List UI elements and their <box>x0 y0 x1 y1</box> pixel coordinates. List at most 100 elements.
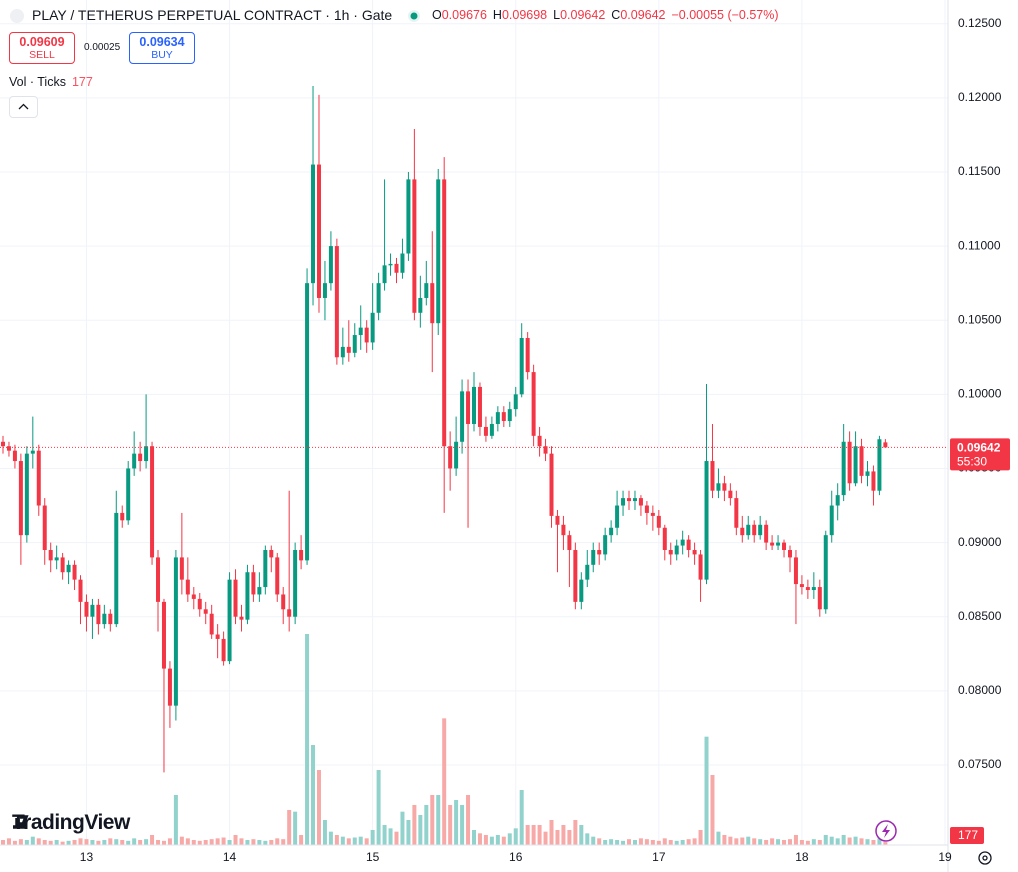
volume-bar <box>281 839 286 845</box>
volume-bar <box>126 840 131 845</box>
volume-bar <box>114 839 119 845</box>
candle-body <box>662 527 667 550</box>
candle-body <box>686 539 691 550</box>
candle-body <box>54 557 59 561</box>
candle-body <box>370 312 375 343</box>
candle-body <box>400 253 405 273</box>
candle-body <box>519 338 524 395</box>
volume-bar <box>466 795 471 845</box>
candle-body <box>728 490 733 499</box>
volume-bar <box>770 838 775 845</box>
volume-bar <box>358 836 363 845</box>
volume-bar <box>227 840 232 845</box>
volume-bar <box>656 840 661 845</box>
volume-bar <box>865 839 870 845</box>
candle-body <box>281 594 286 610</box>
candle-body <box>96 604 101 625</box>
alert-bolt <box>882 824 890 838</box>
volume-bar <box>573 820 578 845</box>
candle-body <box>66 564 71 573</box>
candle-body <box>245 572 250 620</box>
candle-body <box>412 179 417 313</box>
candle-body <box>817 587 822 610</box>
volume-bar <box>78 838 83 845</box>
collapse-button[interactable] <box>9 96 38 118</box>
y-tick-label: 0.10000 <box>958 387 1002 401</box>
candle-body <box>495 412 500 424</box>
candle-body <box>758 524 763 536</box>
volume-bar <box>179 836 184 845</box>
ohlc-value: 0.09698 <box>501 8 548 22</box>
candle-body <box>269 549 274 558</box>
candle-body <box>251 572 256 595</box>
volume-bar <box>561 825 566 845</box>
candle-body <box>627 498 632 502</box>
candle-body <box>36 450 41 506</box>
candle-body <box>770 542 775 546</box>
volume-bar <box>96 840 101 845</box>
volume-bar <box>710 775 715 845</box>
ohlc-key: H <box>492 8 502 22</box>
volume-bar <box>275 838 280 845</box>
candle-body <box>811 587 816 591</box>
volume-bar <box>18 839 23 845</box>
candle-body <box>126 468 131 521</box>
volume-bar <box>728 836 733 845</box>
volume-label: Vol · Ticks <box>9 75 66 89</box>
volume-bar <box>42 840 47 845</box>
volume-bar <box>835 838 840 845</box>
volume-bar <box>364 838 369 845</box>
volume-bar <box>615 840 620 845</box>
candle-body <box>764 524 769 543</box>
candle-body <box>865 471 870 476</box>
candle-body <box>650 512 655 516</box>
candle-body <box>316 164 321 298</box>
candle-body <box>18 461 23 536</box>
buy-price: 0.09634 <box>139 35 185 49</box>
candle-body <box>311 164 316 284</box>
volume-bar <box>251 839 256 845</box>
symbol-title: PLAY / TETHERUS PERPETUAL CONTRACT · 1h … <box>32 7 393 23</box>
volume-bar <box>507 833 512 845</box>
volume-bar <box>609 839 614 845</box>
ohlc-key: O <box>432 8 442 22</box>
volume-bar <box>585 833 590 845</box>
volume-bar <box>454 800 459 845</box>
candle-body <box>537 435 542 447</box>
volume-bar <box>650 840 655 845</box>
candle-body <box>263 549 268 588</box>
volume-bar <box>299 835 304 845</box>
volume-bar <box>638 838 643 845</box>
candle-body <box>597 549 602 555</box>
ohlc-key: L <box>553 8 561 22</box>
volume-bar <box>30 836 35 845</box>
candle-body <box>668 549 673 555</box>
volume-bar <box>436 795 441 845</box>
buy-button[interactable]: 0.09634 BUY <box>129 32 195 64</box>
candle-body <box>692 549 697 555</box>
candle-body <box>197 598 202 610</box>
sell-button[interactable]: 0.09609 SELL <box>9 32 75 64</box>
volume-bar <box>185 838 190 845</box>
candle-body <box>579 579 584 602</box>
candle-body <box>293 549 298 617</box>
candle-body <box>615 505 620 528</box>
settings-icon[interactable] <box>978 851 992 865</box>
candle-body <box>287 609 292 617</box>
candle-body <box>841 441 846 496</box>
candle-body <box>48 549 53 561</box>
volume-bar <box>686 839 691 845</box>
volume-bar <box>698 830 703 845</box>
volume-bar <box>305 634 310 845</box>
ohlc-value: 0.09642 <box>620 8 666 22</box>
volume-bar <box>191 840 196 845</box>
logo-mark <box>13 815 29 829</box>
candle-body <box>782 542 787 550</box>
volume-bar <box>328 831 333 845</box>
volume-bar <box>442 718 447 845</box>
candle-body <box>543 446 548 454</box>
candle-body <box>60 557 65 573</box>
candle-body <box>448 446 453 469</box>
volume-bar <box>108 838 113 845</box>
